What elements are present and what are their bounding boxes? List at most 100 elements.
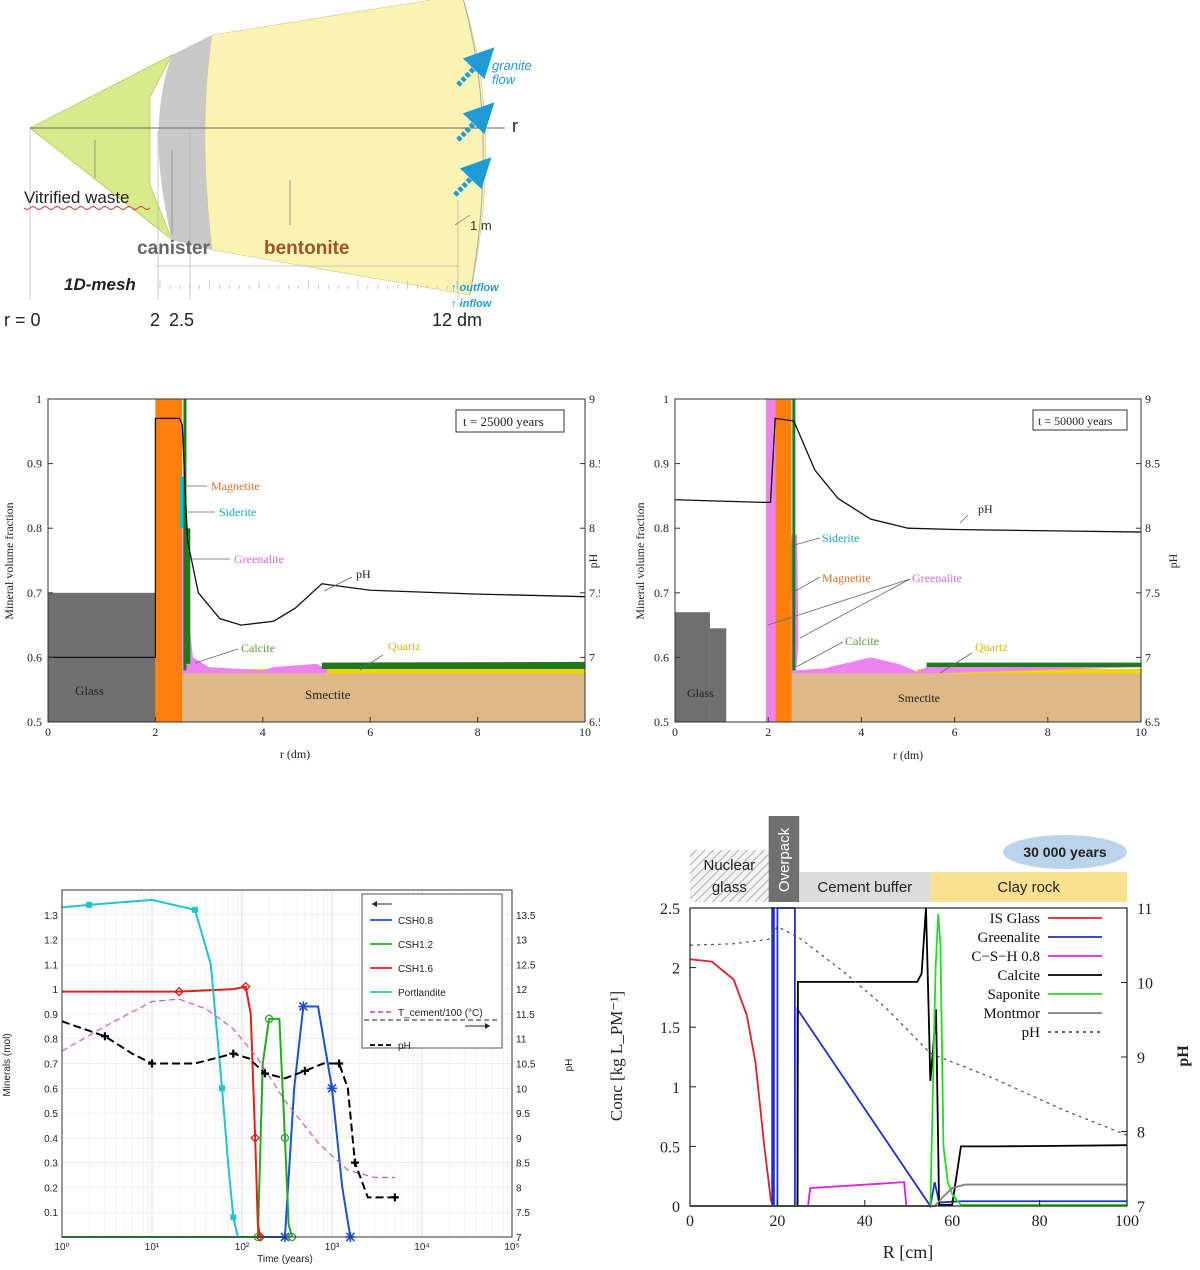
plot-frame (47, 398, 586, 723)
series-marker (230, 1214, 237, 1221)
glass-area (709, 628, 727, 722)
y2-tick-label: 8.5 (516, 1159, 530, 1170)
x-tick-label: 10¹ (145, 1242, 160, 1253)
y2-tick-label: 12.5 (516, 960, 536, 971)
series-marker (264, 1014, 274, 1024)
magnetite-area (155, 399, 183, 722)
zone-label: Nuclear (703, 857, 755, 874)
series-marker (100, 1032, 109, 1041)
y-tick-label: 0.5 (44, 1109, 58, 1120)
x-tick-label: 100 (1115, 1213, 1139, 1230)
y2-tick-label: 9 (589, 392, 595, 406)
plot-frame (674, 398, 1142, 723)
x-tick-label: 0 (686, 1213, 694, 1230)
series-marker (300, 1066, 309, 1075)
y-tick-label: 0.4 (44, 1134, 58, 1145)
y-tick-label: 0.9 (44, 1010, 58, 1021)
legend-label: IS Glass (990, 911, 1041, 927)
outflow-label: ↑ outflow (451, 282, 500, 294)
smectite-area (182, 673, 585, 722)
mesh-label: 1D-mesh (64, 275, 136, 294)
series-line (62, 1017, 294, 1238)
quartz-label: Quartz (975, 640, 1008, 654)
calcite-label: Calcite (845, 634, 879, 648)
series-line (690, 913, 1127, 1207)
chart-50000-panel: 0 2 4 6 8 10 0.5 0.6 0.7 0.8 0.9 1 6.5 7 7.5 8 8.5 9 Glas… (620, 385, 1200, 765)
flow-label: flow (492, 72, 517, 87)
mesh-diagram: granite flow r Vitrified waste canister … (4, 0, 532, 330)
y-tick-label: 0.9 (27, 457, 42, 471)
ph-line (48, 417, 586, 659)
chart-25000-panel: 0 2 4 6 8 10 0.5 0.6 0.7 0.8 0.9 1 6.5 7 7.5 8 8.5 9 Glas… (0, 385, 604, 765)
y-tick-label: 0.6 (44, 1084, 58, 1095)
series-marker (327, 1083, 337, 1094)
y-tick-label: 2 (672, 961, 680, 978)
chart-30000-panel: Nuclear glass Overpack Cement buffer Clay ro… (600, 810, 1200, 1265)
x-tick-label: 2 (152, 725, 158, 739)
y-tick-label: 0.7 (27, 586, 42, 600)
x-tick-label: 10³ (325, 1242, 340, 1253)
y2-tick-label: 8.5 (1145, 457, 1160, 471)
y-tick-label: 0.7 (44, 1060, 58, 1071)
y-tick-label: 0 (672, 1199, 680, 1216)
x-tick-label: 0 (45, 725, 51, 739)
legend-label: T_cement/100 (°C) (398, 1008, 483, 1019)
r-two-five-label: 2.5 (169, 310, 194, 330)
y-tick-label: 1 (672, 1080, 680, 1097)
bentonite-label: bentonite (264, 238, 350, 259)
x-tick-label: 8 (1045, 725, 1051, 739)
series-line (62, 1005, 352, 1238)
y2-tick-label: 7 (1145, 650, 1151, 664)
y2-tick-label: 11.5 (516, 1010, 535, 1021)
legend-label: CSH1.2 (398, 940, 433, 951)
ph-label: pH (356, 567, 371, 581)
legend-label: Greenalite (978, 930, 1041, 946)
calcite-area (926, 662, 1141, 668)
x-tick-label: 80 (1032, 1213, 1048, 1230)
x-tick-label: 10⁴ (414, 1242, 429, 1253)
x-tick-label: 4 (260, 725, 266, 739)
plot-frame (61, 889, 513, 1238)
greenalite-area (791, 534, 1141, 674)
y-tick-label: 0.6 (654, 650, 669, 664)
y2-tick-label: 7 (1137, 1199, 1145, 1216)
mesh-ticks (159, 281, 458, 289)
series-line (61, 998, 395, 1179)
y2-tick-label: 11 (1137, 901, 1152, 918)
smectite-label: Smectite (898, 691, 940, 705)
canister-label: canister (137, 238, 210, 259)
siderite-area (179, 476, 185, 529)
time-series-panel: 10⁰ 10¹ 10² 10³ 10⁴ 10⁵ 0.1 0.2 0.3 0.4 0.5 0.6 0.7 0… (0, 880, 600, 1265)
glass-label: Glass (687, 686, 714, 700)
y2-tick-label: 7.5 (1145, 586, 1160, 600)
y-axis-title: Conc [kg L_PM⁻¹] (607, 991, 626, 1121)
legend-label: CSH0.8 (398, 916, 433, 927)
y2-tick-label: 8 (1145, 521, 1151, 535)
y2-tick-label: 13 (516, 936, 528, 947)
y-axis-title: Mineral volume fraction (2, 502, 16, 619)
zone-band (690, 850, 769, 902)
time-badge-label: 30 000 years (1023, 844, 1107, 860)
x-tick-label: 10⁰ (54, 1242, 69, 1253)
y-tick-label: 0.5 (654, 715, 669, 729)
series-line (61, 898, 239, 1238)
granite-flow-arrows (453, 47, 495, 197)
time-badge (1003, 835, 1127, 869)
smectite-label: Smectite (305, 687, 351, 702)
y2-tick-label: 10.5 (516, 1060, 536, 1071)
x-tick-label: 10² (235, 1242, 250, 1253)
series-line (690, 1183, 1127, 1207)
series-line (689, 925, 1128, 1136)
x-tick-label: 6 (952, 725, 958, 739)
y2-tick-label: 8 (516, 1183, 522, 1194)
y2-axis-title: pH (586, 553, 600, 568)
series-marker (390, 1193, 399, 1202)
chart-50000: 0 2 4 6 8 10 0.5 0.6 0.7 0.8 0.9 1 6.5 7 7.5 8 8.5 9 Glas… (633, 392, 1180, 762)
legend-label: Saponite (988, 987, 1041, 1003)
y2-axis-title: pH (564, 1059, 575, 1072)
time-series-chart: 10⁰ 10¹ 10² 10³ 10⁴ 10⁵ 0.1 0.2 0.3 0.4 0.5 0.6 0.7 0… (2, 889, 575, 1265)
time-box (1032, 409, 1128, 431)
greenalite-label: Greenalite (912, 571, 962, 585)
quartz-area (917, 669, 1141, 674)
y-tick-label: 0.7 (654, 586, 669, 600)
